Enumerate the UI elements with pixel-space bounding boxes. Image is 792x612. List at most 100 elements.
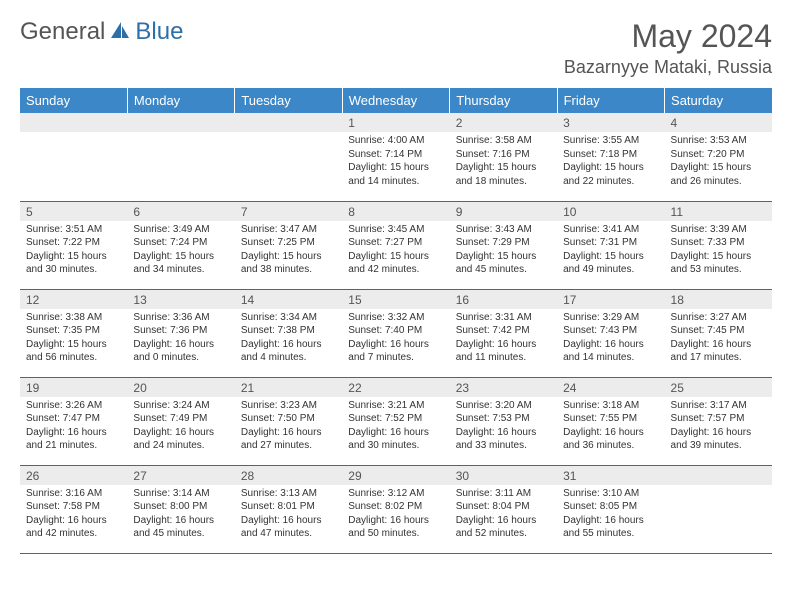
- day-details: Sunrise: 3:32 AMSunset: 7:40 PMDaylight:…: [342, 309, 449, 369]
- day-details: Sunrise: 3:49 AMSunset: 7:24 PMDaylight:…: [127, 221, 234, 281]
- calendar-cell: 26Sunrise: 3:16 AMSunset: 7:58 PMDayligh…: [20, 465, 127, 553]
- day-details: Sunrise: 3:39 AMSunset: 7:33 PMDaylight:…: [665, 221, 772, 281]
- day-number: 30: [450, 466, 557, 485]
- calendar-table: Sunday Monday Tuesday Wednesday Thursday…: [20, 88, 772, 554]
- day-number: 12: [20, 290, 127, 309]
- day-details: Sunrise: 3:11 AMSunset: 8:04 PMDaylight:…: [450, 485, 557, 545]
- calendar-cell: 2Sunrise: 3:58 AMSunset: 7:16 PMDaylight…: [450, 113, 557, 201]
- calendar-week-row: 26Sunrise: 3:16 AMSunset: 7:58 PMDayligh…: [20, 465, 772, 553]
- day-number: 1: [342, 113, 449, 132]
- day-details: Sunrise: 3:53 AMSunset: 7:20 PMDaylight:…: [665, 132, 772, 192]
- day-details: Sunrise: 3:38 AMSunset: 7:35 PMDaylight:…: [20, 309, 127, 369]
- calendar-cell: 4Sunrise: 3:53 AMSunset: 7:20 PMDaylight…: [665, 113, 772, 201]
- calendar-cell: 27Sunrise: 3:14 AMSunset: 8:00 PMDayligh…: [127, 465, 234, 553]
- calendar-week-row: 12Sunrise: 3:38 AMSunset: 7:35 PMDayligh…: [20, 289, 772, 377]
- day-number: 14: [235, 290, 342, 309]
- calendar-cell: 12Sunrise: 3:38 AMSunset: 7:35 PMDayligh…: [20, 289, 127, 377]
- weekday-header: Friday: [557, 88, 664, 113]
- day-details: Sunrise: 3:18 AMSunset: 7:55 PMDaylight:…: [557, 397, 664, 457]
- day-details: Sunrise: 3:14 AMSunset: 8:00 PMDaylight:…: [127, 485, 234, 545]
- day-number-empty: [127, 113, 234, 132]
- calendar-cell: [235, 113, 342, 201]
- day-details: Sunrise: 3:23 AMSunset: 7:50 PMDaylight:…: [235, 397, 342, 457]
- day-details: Sunrise: 3:21 AMSunset: 7:52 PMDaylight:…: [342, 397, 449, 457]
- weekday-header: Tuesday: [235, 88, 342, 113]
- calendar-cell: 18Sunrise: 3:27 AMSunset: 7:45 PMDayligh…: [665, 289, 772, 377]
- calendar-cell: 10Sunrise: 3:41 AMSunset: 7:31 PMDayligh…: [557, 201, 664, 289]
- calendar-week-row: 19Sunrise: 3:26 AMSunset: 7:47 PMDayligh…: [20, 377, 772, 465]
- day-number: 17: [557, 290, 664, 309]
- day-number: 25: [665, 378, 772, 397]
- weekday-header: Thursday: [450, 88, 557, 113]
- logo-text-blue: Blue: [135, 18, 183, 46]
- day-details: Sunrise: 3:29 AMSunset: 7:43 PMDaylight:…: [557, 309, 664, 369]
- calendar-cell: 25Sunrise: 3:17 AMSunset: 7:57 PMDayligh…: [665, 377, 772, 465]
- calendar-cell: [127, 113, 234, 201]
- calendar-cell: 17Sunrise: 3:29 AMSunset: 7:43 PMDayligh…: [557, 289, 664, 377]
- calendar-cell: 15Sunrise: 3:32 AMSunset: 7:40 PMDayligh…: [342, 289, 449, 377]
- day-number: 20: [127, 378, 234, 397]
- day-number: 9: [450, 202, 557, 221]
- day-details: Sunrise: 3:51 AMSunset: 7:22 PMDaylight:…: [20, 221, 127, 281]
- day-number-empty: [20, 113, 127, 132]
- day-number: 7: [235, 202, 342, 221]
- sail-icon: [109, 20, 131, 45]
- calendar-cell: 3Sunrise: 3:55 AMSunset: 7:18 PMDaylight…: [557, 113, 664, 201]
- day-number: 26: [20, 466, 127, 485]
- day-number: 8: [342, 202, 449, 221]
- calendar-cell: 20Sunrise: 3:24 AMSunset: 7:49 PMDayligh…: [127, 377, 234, 465]
- day-number: 22: [342, 378, 449, 397]
- day-number: 10: [557, 202, 664, 221]
- calendar-cell: 16Sunrise: 3:31 AMSunset: 7:42 PMDayligh…: [450, 289, 557, 377]
- day-details: Sunrise: 3:47 AMSunset: 7:25 PMDaylight:…: [235, 221, 342, 281]
- calendar-cell: 19Sunrise: 3:26 AMSunset: 7:47 PMDayligh…: [20, 377, 127, 465]
- day-number: 4: [665, 113, 772, 132]
- calendar-cell: 29Sunrise: 3:12 AMSunset: 8:02 PMDayligh…: [342, 465, 449, 553]
- calendar-cell: 11Sunrise: 3:39 AMSunset: 7:33 PMDayligh…: [665, 201, 772, 289]
- day-number: 16: [450, 290, 557, 309]
- logo-text-general: General: [20, 18, 105, 46]
- title-block: May 2024 Bazarnyye Mataki, Russia: [564, 18, 772, 78]
- calendar-cell: 7Sunrise: 3:47 AMSunset: 7:25 PMDaylight…: [235, 201, 342, 289]
- calendar-cell: 14Sunrise: 3:34 AMSunset: 7:38 PMDayligh…: [235, 289, 342, 377]
- day-number: 19: [20, 378, 127, 397]
- calendar-cell: 24Sunrise: 3:18 AMSunset: 7:55 PMDayligh…: [557, 377, 664, 465]
- calendar-week-row: 1Sunrise: 4:00 AMSunset: 7:14 PMDaylight…: [20, 113, 772, 201]
- day-number: 18: [665, 290, 772, 309]
- day-details: Sunrise: 3:24 AMSunset: 7:49 PMDaylight:…: [127, 397, 234, 457]
- calendar-cell: 31Sunrise: 3:10 AMSunset: 8:05 PMDayligh…: [557, 465, 664, 553]
- header: General Blue May 2024 Bazarnyye Mataki, …: [20, 18, 772, 78]
- calendar-cell: 5Sunrise: 3:51 AMSunset: 7:22 PMDaylight…: [20, 201, 127, 289]
- calendar-cell: 6Sunrise: 3:49 AMSunset: 7:24 PMDaylight…: [127, 201, 234, 289]
- day-details: Sunrise: 3:31 AMSunset: 7:42 PMDaylight:…: [450, 309, 557, 369]
- weekday-header: Sunday: [20, 88, 127, 113]
- day-details: Sunrise: 3:13 AMSunset: 8:01 PMDaylight:…: [235, 485, 342, 545]
- calendar-cell: 21Sunrise: 3:23 AMSunset: 7:50 PMDayligh…: [235, 377, 342, 465]
- weekday-header: Saturday: [665, 88, 772, 113]
- weekday-header: Wednesday: [342, 88, 449, 113]
- day-number: 27: [127, 466, 234, 485]
- calendar-cell: 9Sunrise: 3:43 AMSunset: 7:29 PMDaylight…: [450, 201, 557, 289]
- day-details: Sunrise: 3:10 AMSunset: 8:05 PMDaylight:…: [557, 485, 664, 545]
- day-number: 5: [20, 202, 127, 221]
- day-number: 3: [557, 113, 664, 132]
- day-details: Sunrise: 3:16 AMSunset: 7:58 PMDaylight:…: [20, 485, 127, 545]
- calendar-week-row: 5Sunrise: 3:51 AMSunset: 7:22 PMDaylight…: [20, 201, 772, 289]
- calendar-cell: 22Sunrise: 3:21 AMSunset: 7:52 PMDayligh…: [342, 377, 449, 465]
- calendar-cell: 13Sunrise: 3:36 AMSunset: 7:36 PMDayligh…: [127, 289, 234, 377]
- day-number: 2: [450, 113, 557, 132]
- page-title: May 2024: [564, 18, 772, 55]
- day-number: 13: [127, 290, 234, 309]
- day-number: 28: [235, 466, 342, 485]
- calendar-cell: 30Sunrise: 3:11 AMSunset: 8:04 PMDayligh…: [450, 465, 557, 553]
- day-details: Sunrise: 3:34 AMSunset: 7:38 PMDaylight:…: [235, 309, 342, 369]
- day-details: Sunrise: 3:27 AMSunset: 7:45 PMDaylight:…: [665, 309, 772, 369]
- day-details: Sunrise: 3:45 AMSunset: 7:27 PMDaylight:…: [342, 221, 449, 281]
- day-details: Sunrise: 3:43 AMSunset: 7:29 PMDaylight:…: [450, 221, 557, 281]
- day-number: 21: [235, 378, 342, 397]
- day-number: 15: [342, 290, 449, 309]
- day-number-empty: [235, 113, 342, 132]
- calendar-body: 1Sunrise: 4:00 AMSunset: 7:14 PMDaylight…: [20, 113, 772, 553]
- location-label: Bazarnyye Mataki, Russia: [564, 57, 772, 78]
- calendar-cell: [665, 465, 772, 553]
